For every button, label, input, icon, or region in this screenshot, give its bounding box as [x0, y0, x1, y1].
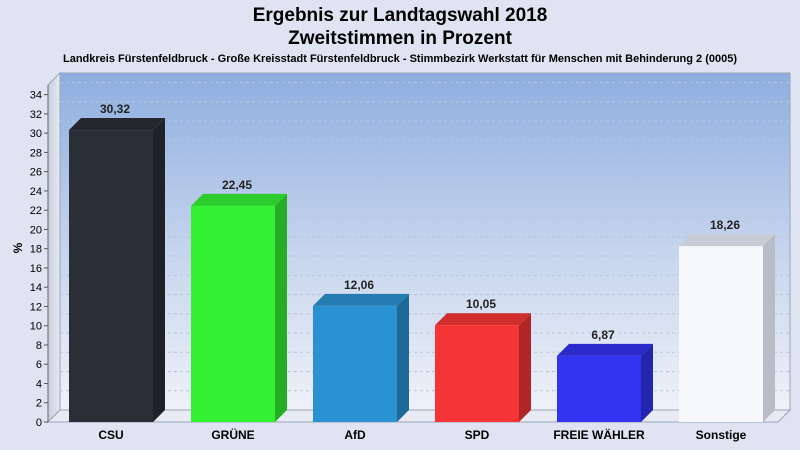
chart-title-line1: Ergebnis zur Landtagswahl 2018	[252, 5, 548, 26]
bar	[679, 246, 763, 422]
x-tick-label: Sonstige	[696, 428, 747, 442]
x-tick-label: AfD	[344, 428, 366, 442]
x-tick-label: CSU	[98, 428, 123, 442]
bar-side	[275, 193, 287, 422]
y-tick-label: 22	[30, 205, 42, 217]
chart-title: Ergebnis zur Landtagswahl 2018 Zweitstim…	[0, 4, 800, 50]
y-tick-label: 20	[30, 224, 42, 236]
chart-subtitle: Landkreis Fürstenfeldbruck - Große Kreis…	[63, 53, 737, 65]
y-tick-label: 26	[30, 167, 42, 179]
y-tick-label: 6	[36, 359, 42, 371]
plot-side-wall	[47, 71, 61, 424]
bar-top	[679, 234, 775, 247]
bar-value-label: 10,05	[466, 297, 496, 311]
bar-top	[557, 343, 653, 356]
bar	[313, 305, 397, 422]
y-tick-label: 32	[30, 109, 42, 121]
x-tick-label: GRÜNE	[211, 427, 254, 442]
chart-title-line2: Zweitstimmen in Prozent	[288, 28, 512, 49]
bar-side	[641, 343, 653, 422]
y-tick-label: 2	[36, 398, 42, 410]
x-tick-label: SPD	[465, 428, 490, 442]
bar-value-label: 6,87	[591, 328, 615, 342]
y-tick-label: 30	[30, 128, 42, 140]
y-tick-label: 0	[36, 417, 42, 429]
bar-side	[153, 118, 165, 423]
bar-value-label: 12,06	[344, 278, 374, 292]
bar-top	[69, 118, 165, 131]
bar-top	[435, 313, 531, 326]
y-tick-label: 34	[30, 90, 42, 102]
plot-background	[59, 72, 791, 411]
bar-side	[519, 313, 531, 422]
bar-top	[313, 293, 409, 306]
y-tick-label: 16	[30, 263, 42, 275]
bar	[191, 205, 275, 422]
y-tick-label: 28	[30, 147, 42, 159]
y-tick-label: 10	[30, 321, 42, 333]
bar	[557, 355, 641, 422]
bar-side	[397, 293, 409, 422]
bar-value-label: 30,32	[100, 102, 130, 116]
bar-side	[763, 234, 775, 422]
x-tick-label: FREIE WÄHLER	[553, 427, 645, 442]
bar-top	[191, 193, 287, 206]
bar	[69, 130, 153, 423]
bar	[435, 325, 519, 422]
y-axis-label: %	[11, 242, 25, 253]
bar-value-label: 18,26	[710, 218, 740, 232]
y-tick-label: 14	[30, 282, 42, 294]
y-tick-label: 4	[36, 378, 42, 390]
y-tick-label: 12	[30, 301, 42, 313]
bar-value-label: 22,45	[222, 178, 252, 192]
y-tick-label: 24	[30, 186, 42, 198]
y-tick-label: 18	[30, 244, 42, 256]
y-tick-label: 8	[36, 340, 42, 352]
